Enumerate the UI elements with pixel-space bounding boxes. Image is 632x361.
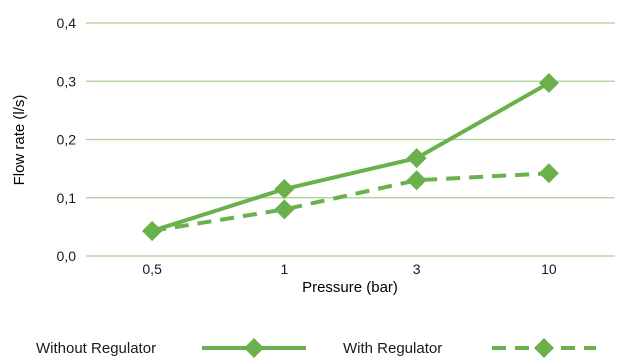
y-axis-title: Flow rate (l/s) bbox=[11, 95, 28, 186]
y-axis-ticks: 0,0 0,1 0,2 0,3 0,4 bbox=[57, 15, 77, 264]
x-axis-ticks: 0,5 1 3 10 bbox=[142, 261, 556, 277]
gridlines bbox=[86, 22, 615, 257]
y-tick-label: 0,3 bbox=[57, 73, 77, 89]
legend-label: With Regulator bbox=[343, 340, 442, 357]
series-markers bbox=[142, 72, 559, 241]
x-tick-label: 1 bbox=[280, 261, 288, 277]
legend: Without Regulator With Regulator bbox=[36, 338, 596, 358]
data-point-marker bbox=[538, 72, 559, 93]
series-line bbox=[151, 81, 550, 233]
x-tick-label: 3 bbox=[413, 261, 421, 277]
legend-marker bbox=[244, 338, 264, 358]
data-point-marker bbox=[406, 148, 427, 169]
data-point-marker bbox=[406, 170, 427, 191]
series-line bbox=[151, 171, 549, 233]
data-point-marker bbox=[274, 199, 295, 220]
y-tick-label: 0,4 bbox=[57, 15, 77, 31]
y-tick-label: 0,0 bbox=[57, 248, 77, 264]
x-tick-label: 0,5 bbox=[142, 261, 162, 277]
data-point-marker bbox=[142, 220, 163, 241]
legend-marker bbox=[534, 338, 554, 358]
x-tick-label: 10 bbox=[541, 261, 557, 277]
y-tick-label: 0,1 bbox=[57, 190, 77, 206]
legend-label: Without Regulator bbox=[36, 340, 156, 357]
y-tick-label: 0,2 bbox=[57, 132, 77, 148]
series-lines bbox=[151, 81, 550, 233]
x-axis-title: Pressure (bar) bbox=[302, 279, 398, 296]
data-point-marker bbox=[274, 179, 295, 200]
data-point-marker bbox=[538, 163, 559, 184]
